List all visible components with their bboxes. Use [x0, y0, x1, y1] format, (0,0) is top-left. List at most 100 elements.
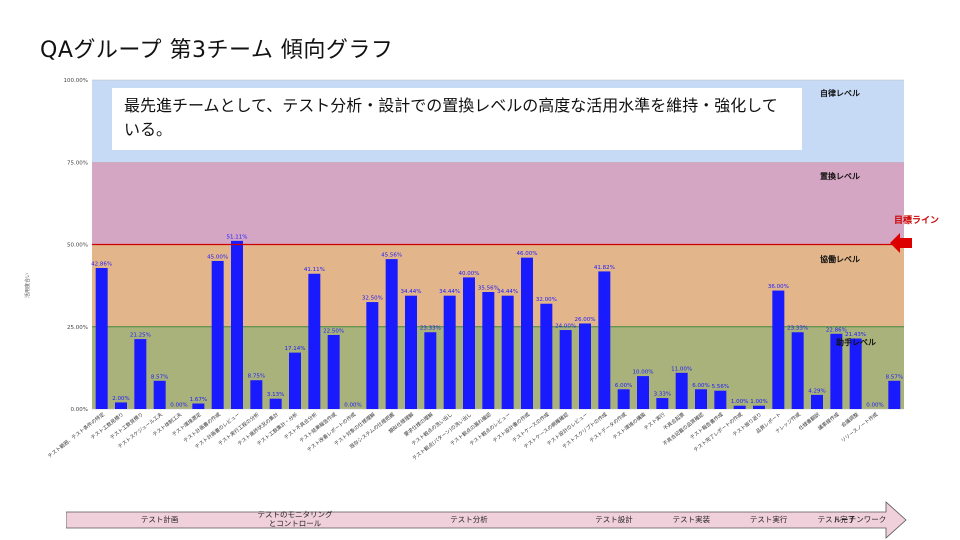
- y-tick-label: 25.00%: [67, 325, 88, 331]
- bar-data-label: 51.11%: [227, 234, 248, 240]
- bar: [443, 295, 456, 409]
- bar-data-label: 22.86%: [826, 327, 847, 333]
- bar: [733, 405, 746, 409]
- bar: [211, 260, 224, 409]
- bar-data-label: 34.44%: [497, 289, 518, 295]
- bar: [772, 290, 785, 409]
- bar: [385, 259, 398, 409]
- bar: [598, 271, 611, 409]
- bar-data-label: 1.00%: [750, 399, 767, 405]
- bar-data-label: 0.00%: [344, 403, 361, 409]
- bar-data-label: 17.14%: [285, 346, 306, 352]
- bar: [250, 380, 263, 409]
- x-tick-label: テスト報告書作成: [689, 411, 725, 441]
- phase-label: テスト実装: [672, 515, 711, 524]
- x-tick-label: テスト環境の構築: [611, 411, 647, 441]
- bar: [463, 277, 475, 409]
- bar-data-label: 3.13%: [267, 392, 284, 398]
- x-tick-label: テスト工数見積り: [89, 411, 125, 441]
- y-axis-label: 活用度合い: [25, 272, 31, 298]
- bar-data-label: 4.29%: [808, 388, 825, 394]
- bar: [540, 303, 553, 409]
- bar: [405, 295, 417, 409]
- y-tick-label: 50.00%: [67, 243, 88, 249]
- bar-data-label: 1.00%: [731, 399, 748, 405]
- bar-data-label: 24.00%: [555, 324, 576, 330]
- bar: [695, 389, 707, 409]
- bar: [327, 334, 340, 409]
- bar-data-label: 46.00%: [517, 251, 538, 257]
- bar-data-label: 8.57%: [886, 374, 903, 380]
- band-label-collab: 協働レベル: [820, 255, 860, 264]
- bar: [269, 398, 282, 409]
- band-label-self: 自律レベル: [820, 89, 860, 98]
- bar: [714, 390, 727, 409]
- target-arrow-icon: [890, 233, 912, 253]
- bar-data-label: 0.00%: [170, 403, 187, 409]
- target-line-label: 目標ライン: [894, 216, 940, 226]
- band-1: [92, 162, 904, 245]
- phase-label: テスト完了: [817, 515, 856, 524]
- bar: [753, 405, 765, 409]
- bar-data-label: 21.25%: [130, 333, 151, 339]
- bar: [482, 292, 495, 409]
- band-2: [92, 244, 904, 327]
- band-label-replace: 置換レベル: [820, 172, 860, 181]
- bar-data-label: 22.50%: [323, 328, 344, 334]
- bar: [791, 332, 804, 409]
- y-tick-label: 0.00%: [71, 407, 88, 413]
- bar-data-label: 23.33%: [420, 326, 441, 332]
- bar: [192, 403, 205, 409]
- bar-data-label: 0.00%: [866, 403, 883, 409]
- phase-label: テスト実行: [749, 515, 788, 524]
- bar-data-label: 1.67%: [190, 397, 207, 403]
- bar-data-label: 5.56%: [712, 384, 729, 390]
- bar-data-label: 6.00%: [692, 383, 709, 389]
- phase-label: テスト計画: [140, 515, 179, 524]
- bar: [134, 339, 147, 409]
- bar: [366, 302, 379, 409]
- bar-data-label: 8.75%: [248, 374, 265, 380]
- y-tick-label: 75.00%: [67, 160, 88, 166]
- bar-data-label: 32.00%: [536, 297, 557, 303]
- bar-data-label: 36.00%: [768, 284, 789, 290]
- x-tick-label: 議事録作成: [817, 411, 841, 432]
- band-3: [92, 326, 904, 409]
- bar: [231, 240, 243, 409]
- bar: [675, 372, 688, 409]
- bar-data-label: 34.44%: [401, 289, 422, 295]
- bar: [830, 333, 843, 409]
- phase-label: ルーチンワーク: [833, 515, 887, 524]
- bar: [811, 394, 823, 409]
- bar: [308, 273, 321, 409]
- bar: [888, 380, 901, 409]
- bar-data-label: 45.00%: [207, 254, 228, 260]
- bar-data-label: 3.33%: [654, 392, 671, 398]
- bar-data-label: 40.00%: [459, 271, 480, 277]
- bar-data-label: 11.00%: [671, 366, 692, 372]
- bar-data-label: 35.56%: [478, 286, 499, 292]
- bar: [289, 352, 301, 409]
- bar: [153, 380, 166, 409]
- phase-label: テストのモニタリング とコントロール: [257, 510, 333, 528]
- bar: [637, 376, 649, 409]
- bar: [617, 389, 630, 409]
- bar: [115, 402, 127, 409]
- bar-data-label: 8.57%: [151, 374, 168, 380]
- bar: [849, 338, 862, 409]
- bar: [521, 257, 533, 409]
- band-label-assist: 助手レベル: [836, 338, 876, 347]
- bar: [424, 332, 437, 409]
- summary-callout: 最先進チームとして、テスト分析・設計での置換レベルの高度な活用水準を維持・強化し…: [112, 88, 802, 150]
- page-title: QAグループ 第3チーム 傾向グラフ: [40, 38, 394, 63]
- bar-data-label: 10.00%: [633, 370, 654, 376]
- bar-data-label: 6.00%: [615, 383, 632, 389]
- bar: [501, 295, 514, 409]
- bar-data-label: 42.86%: [91, 261, 112, 267]
- phase-label: テスト分析: [450, 515, 488, 524]
- bar-data-label: 41.82%: [594, 265, 615, 271]
- bar-data-label: 34.44%: [439, 289, 460, 295]
- bar: [656, 398, 669, 409]
- bar: [579, 323, 591, 409]
